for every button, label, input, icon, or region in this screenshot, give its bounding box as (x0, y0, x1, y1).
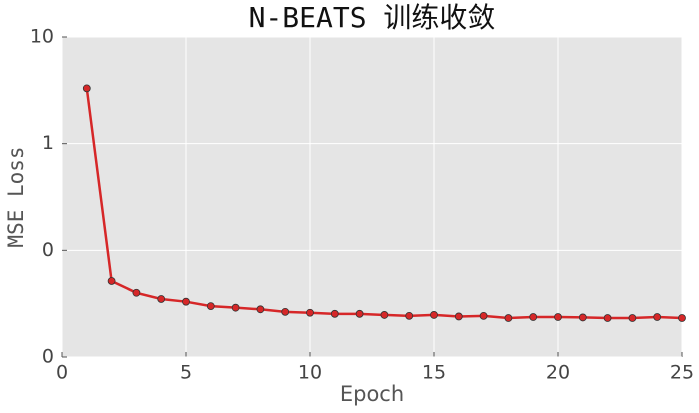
plot-area (62, 37, 682, 357)
x-tick-label: 20 (546, 362, 570, 384)
marker (529, 313, 538, 321)
x-tick-label: 10 (298, 362, 322, 384)
marker (454, 312, 463, 321)
y-tick-label: 10 (30, 26, 54, 48)
marker (281, 307, 290, 316)
x-tick-label: 25 (670, 362, 694, 384)
x-tick-label: 5 (180, 362, 192, 384)
x-axis-label: Epoch (340, 382, 404, 406)
marker (380, 311, 389, 319)
x-tick-label: 15 (422, 362, 446, 384)
y-tick-label: 0 (42, 346, 54, 368)
marker (578, 313, 587, 322)
y-tick-label: 0 (42, 239, 54, 261)
x-tick-label: 0 (56, 362, 68, 384)
y-axis-label: MSE Loss (4, 146, 28, 247)
marker (355, 309, 364, 318)
marker (628, 314, 637, 322)
marker (182, 297, 190, 306)
chart-title: N-BEATS 训练收敛 (249, 1, 496, 34)
marker (430, 311, 438, 319)
y-tick-label: 1 (42, 132, 54, 154)
marker (330, 309, 339, 318)
marker (405, 311, 414, 320)
marker (678, 314, 686, 322)
marker (82, 84, 91, 93)
marker (206, 302, 215, 311)
marker (554, 313, 562, 321)
marker (479, 311, 488, 320)
marker (132, 288, 141, 297)
marker (504, 314, 513, 322)
marker (231, 303, 240, 312)
marker (157, 295, 166, 303)
marker (256, 305, 265, 314)
marker (653, 313, 662, 321)
marker (306, 308, 314, 317)
marker (603, 314, 612, 322)
marker (107, 277, 116, 285)
